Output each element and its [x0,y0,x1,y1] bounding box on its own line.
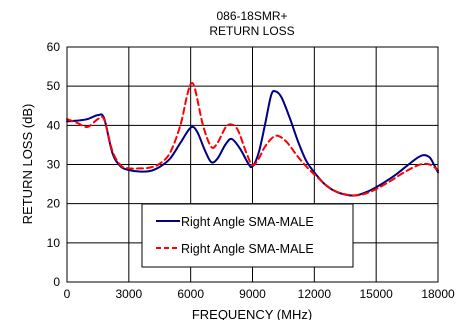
y-tick-label: 60 [47,40,61,54]
x-tick-label: 6000 [177,287,204,301]
x-tick-label: 12000 [298,287,332,301]
legend-box [141,203,354,268]
chart-title: 086-18SMR+ [216,9,287,23]
plot-border [66,46,439,283]
x-tick-label: 18000 [421,287,455,301]
y-tick-label: 20 [47,197,61,211]
y-tick-labels: 0 10 20 30 40 50 60 [47,40,61,289]
y-tick-label: 50 [47,79,61,93]
chart-subtitle: RETURN LOSS [209,24,294,38]
x-tick-label: 3000 [115,287,142,301]
y-tick-label: 40 [47,118,61,132]
y-tick-label: 0 [53,275,60,289]
x-tick-labels: 0 3000 6000 9000 12000 15000 18000 [64,287,455,301]
series-line-2 [66,81,439,197]
y-tick-label: 10 [47,236,61,250]
y-axis-label: RETURN LOSS (dB) [20,104,35,225]
legend-label-series-1: Right Angle SMA-MALE [181,215,314,229]
legend: Right Angle SMA-MALE Right Angle SMA-MAL… [141,203,354,268]
x-tick-label: 0 [64,287,71,301]
series-line-1 [66,90,439,197]
series-layer [66,81,439,197]
legend-label-series-2: Right Angle SMA-MALE [181,242,314,256]
x-tick-label: 15000 [359,287,393,301]
y-tick-label: 30 [47,158,61,172]
x-tick-label: 9000 [239,287,266,301]
x-axis-label: FREQUENCY (MHz) [192,307,312,320]
